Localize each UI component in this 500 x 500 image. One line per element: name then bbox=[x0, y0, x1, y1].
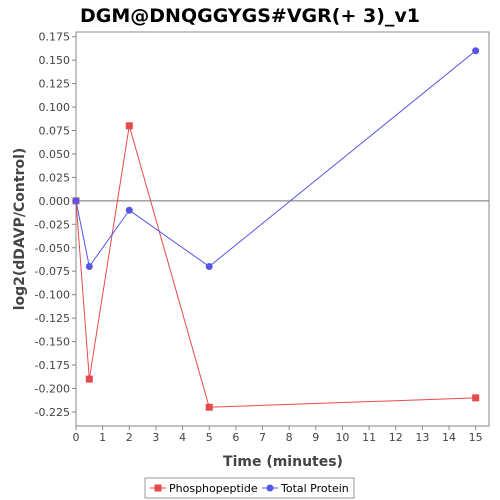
y-tick-label: 0.025 bbox=[39, 171, 71, 184]
phosphopeptide-legend-marker bbox=[154, 484, 162, 492]
total-protein-point bbox=[205, 263, 213, 271]
phosphopeptide-point bbox=[125, 122, 133, 130]
phosphopeptide-point bbox=[472, 394, 480, 402]
x-tick-label: 2 bbox=[126, 431, 133, 444]
plot-area bbox=[75, 31, 490, 427]
y-tick-label: -0.150 bbox=[35, 336, 70, 349]
y-tick-label: -0.050 bbox=[35, 242, 70, 255]
x-tick-label: 12 bbox=[389, 431, 403, 444]
series-layer bbox=[72, 47, 480, 411]
total-protein-point bbox=[472, 47, 480, 55]
x-tick-label: 15 bbox=[469, 431, 483, 444]
legend: Phosphopeptide Total Protein bbox=[144, 477, 355, 499]
x-tick-label: 8 bbox=[286, 431, 293, 444]
total-protein-point bbox=[125, 206, 133, 214]
x-tick-label: 0 bbox=[73, 431, 80, 444]
x-tick-label: 5 bbox=[206, 431, 213, 444]
y-tick-label: -0.125 bbox=[35, 312, 70, 325]
x-tick-label: 4 bbox=[179, 431, 186, 444]
y-tick-label: 0.050 bbox=[39, 148, 71, 161]
y-tick-label: -0.075 bbox=[35, 265, 70, 278]
total-protein-point bbox=[72, 197, 80, 205]
phosphopeptide-point bbox=[85, 375, 93, 383]
y-tick-label: -0.025 bbox=[35, 218, 70, 231]
x-tick-label: 6 bbox=[232, 431, 239, 444]
y-axis: -0.225 -0.200 -0.175 -0.150 -0.125 -0.100 -0.0… bbox=[35, 31, 76, 419]
y-tick-label: -0.225 bbox=[35, 406, 70, 419]
x-axis: 0 1 2 3 4 5 6 7 8 9 10 11 12 13 14 15 bbox=[73, 426, 483, 444]
y-tick-label: 0.150 bbox=[39, 54, 71, 67]
y-tick-label: -0.175 bbox=[35, 359, 70, 372]
x-tick-label: 14 bbox=[442, 431, 456, 444]
y-tick-label: 0.125 bbox=[39, 78, 71, 91]
y-axis-label: log2(dDAVP/Control) bbox=[12, 148, 28, 311]
y-tick-label: 0.175 bbox=[39, 31, 71, 44]
x-axis-label: Time (minutes) bbox=[223, 454, 343, 470]
x-tick-label: 3 bbox=[152, 431, 159, 444]
phosphopeptide-legend-label: Phosphopeptide bbox=[169, 482, 258, 495]
y-tick-label: -0.100 bbox=[35, 289, 70, 302]
x-tick-label: 10 bbox=[335, 431, 349, 444]
x-tick-label: 9 bbox=[312, 431, 319, 444]
legend-box bbox=[144, 477, 355, 499]
x-tick-label: 7 bbox=[259, 431, 266, 444]
x-tick-label: 11 bbox=[362, 431, 376, 444]
total-protein-point bbox=[85, 263, 93, 271]
y-tick-label: 0.100 bbox=[39, 101, 71, 114]
phosphopeptide-point bbox=[205, 403, 213, 411]
chart-title: DGM@DNQGGYGS#VGR(+ 3)_v1 bbox=[80, 5, 420, 27]
x-tick-label: 1 bbox=[99, 431, 106, 444]
y-tick-label: 0.075 bbox=[39, 125, 71, 138]
x-tick-label: 13 bbox=[415, 431, 429, 444]
y-tick-label: -0.200 bbox=[35, 382, 70, 395]
y-tick-label: 0.000 bbox=[39, 195, 71, 208]
total-protein-legend-label: Total Protein bbox=[280, 482, 349, 495]
total-protein-legend-marker bbox=[266, 484, 274, 492]
